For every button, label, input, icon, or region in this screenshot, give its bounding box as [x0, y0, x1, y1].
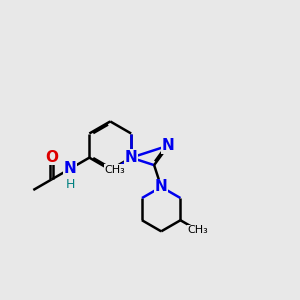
Text: H: H	[65, 178, 75, 190]
Text: N: N	[155, 179, 168, 194]
Text: N: N	[125, 150, 137, 165]
Text: CH₃: CH₃	[187, 225, 208, 235]
Text: O: O	[45, 150, 58, 165]
Text: N: N	[162, 138, 175, 153]
Text: CH₃: CH₃	[104, 165, 125, 175]
Text: N: N	[64, 161, 76, 176]
